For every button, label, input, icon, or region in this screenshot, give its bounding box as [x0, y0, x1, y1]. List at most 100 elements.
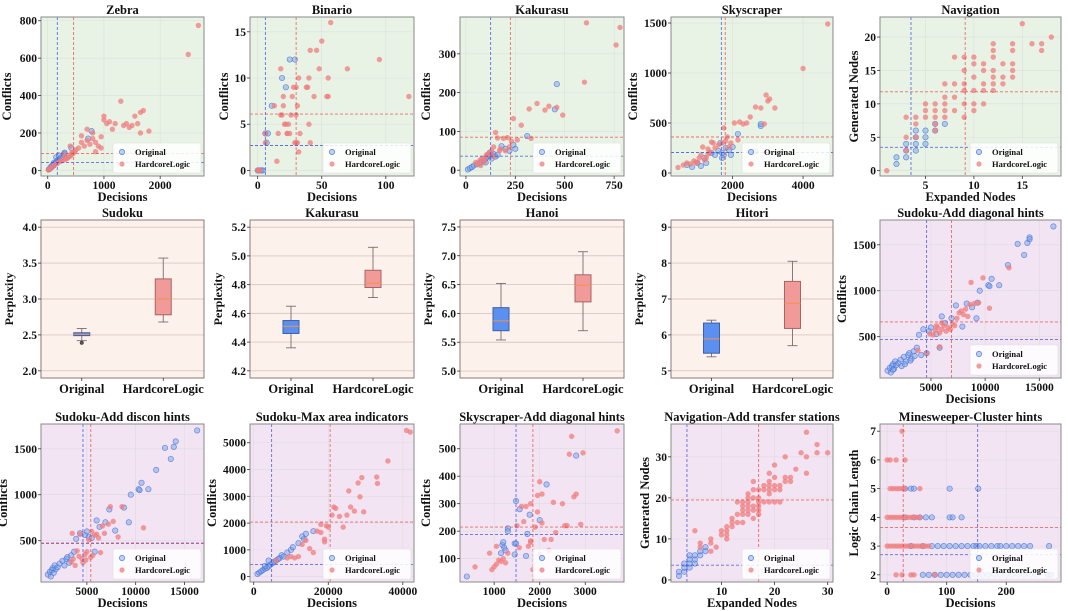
point-hardcorelogic — [903, 114, 909, 120]
point-hardcorelogic — [295, 75, 302, 81]
point-hardcorelogic — [86, 537, 92, 543]
x-tick-label: 0 — [251, 586, 257, 598]
point-hardcorelogic — [932, 114, 938, 120]
point-hardcorelogic — [729, 519, 735, 526]
point-hardcorelogic — [521, 518, 527, 525]
panel-binario: Binario 0 50 100 0 5 10 15 Decisions Conflicts Ori… — [217, 3, 415, 204]
legend: Original HardcoreLogic — [322, 548, 412, 580]
point-hardcorelogic — [278, 66, 284, 72]
point-hardcorelogic — [541, 536, 547, 543]
legend-box — [969, 344, 1059, 376]
legend-label-original: Original — [135, 553, 166, 563]
point-original — [949, 571, 956, 578]
plot-frame — [879, 423, 1062, 583]
y-tick-label: 1500 — [644, 18, 667, 30]
point-hardcorelogic — [542, 107, 548, 113]
panel-skyscraper: Skyscraper 2000 4000 0 500 1000 1500 Decisions C… — [626, 3, 834, 204]
point-hardcorelogic — [146, 128, 152, 134]
point-hardcorelogic — [78, 133, 85, 139]
point-original — [988, 543, 995, 550]
point-hardcorelogic — [968, 279, 974, 286]
x-tick-label: Original — [59, 382, 105, 396]
x-axis-label: Decisions — [517, 190, 567, 204]
point-hardcorelogic — [1009, 61, 1016, 67]
legend-label-original: Original — [992, 553, 1023, 563]
point-hardcorelogic — [97, 549, 104, 556]
point-hardcorelogic — [406, 93, 412, 100]
point-original — [112, 527, 119, 534]
point-hardcorelogic — [782, 474, 788, 481]
point-hardcorelogic — [893, 457, 899, 463]
point-original — [686, 552, 693, 559]
point-hardcorelogic — [613, 42, 619, 48]
point-original — [83, 528, 90, 535]
point-hardcorelogic — [614, 428, 620, 434]
legend: Original HardcoreLogic — [741, 142, 831, 174]
legend-label-original: Original — [992, 349, 1023, 359]
point-original — [925, 571, 932, 578]
y-tick-label: 1000 — [14, 490, 37, 502]
point-hardcorelogic — [351, 508, 358, 514]
box-iqr — [154, 278, 172, 316]
point-hardcorelogic — [971, 74, 977, 80]
point-original — [898, 363, 905, 370]
point-hardcorelogic — [539, 491, 545, 497]
point-hardcorelogic — [325, 93, 331, 100]
point-hardcorelogic — [472, 564, 478, 570]
point-hardcorelogic — [67, 143, 73, 149]
point-original — [958, 543, 965, 550]
point-hardcorelogic — [313, 47, 320, 53]
point-hardcorelogic — [534, 100, 540, 107]
point-original — [734, 130, 741, 138]
point-hardcorelogic — [675, 164, 681, 171]
point-hardcorelogic — [98, 134, 104, 140]
point-original — [702, 544, 709, 551]
point-original — [282, 84, 289, 91]
point-hardcorelogic — [101, 530, 108, 537]
x-axis-label: Decisions — [98, 596, 148, 610]
y-tick-label: 500 — [439, 444, 457, 456]
point-original — [912, 140, 919, 147]
y-tick-label: 200 — [439, 88, 457, 100]
chart-title: Navigation — [941, 3, 999, 17]
point-hardcorelogic — [534, 509, 541, 515]
y-tick-label: 5 — [870, 484, 876, 496]
point-hardcorelogic — [287, 130, 293, 137]
point-hardcorelogic — [310, 549, 317, 556]
y-tick-label: 7 — [870, 426, 876, 438]
point-original — [903, 154, 910, 161]
chart-title: Kakurasu — [305, 206, 359, 220]
x-axis-label: Expanded Nodes — [707, 596, 797, 610]
point-hardcorelogic — [359, 474, 365, 481]
point-original — [910, 485, 917, 492]
point-hardcorelogic — [803, 470, 810, 476]
point-original — [893, 160, 900, 168]
legend: Original HardcoreLogic — [969, 344, 1059, 376]
point-hardcorelogic — [960, 311, 967, 318]
point-original — [194, 427, 201, 434]
point-original — [982, 543, 989, 550]
point-hardcorelogic — [374, 480, 381, 487]
point-original — [278, 74, 286, 82]
point-hardcorelogic — [750, 495, 757, 501]
point-hardcorelogic — [761, 482, 767, 489]
x-tick-label: 15000 — [170, 586, 199, 598]
point-hardcorelogic — [325, 75, 331, 81]
y-tick-label: 5 — [240, 119, 246, 131]
legend-marker-original — [539, 555, 545, 561]
point-hardcorelogic — [750, 486, 757, 493]
point-original — [145, 486, 152, 493]
plot-frame — [249, 16, 415, 177]
legend-label-hardcorelogic: HardcoreLogic — [764, 565, 819, 575]
legend-marker-original — [976, 351, 982, 357]
legend-marker-original — [119, 149, 125, 155]
point-hardcorelogic — [316, 66, 322, 72]
x-tick-label: 15000 — [1025, 382, 1054, 394]
point-hardcorelogic — [95, 535, 102, 541]
y-tick-label: 3000 — [223, 491, 246, 503]
point-original — [153, 466, 160, 473]
x-axis-label: Decisions — [517, 596, 567, 610]
point-hardcorelogic — [922, 101, 929, 107]
point-hardcorelogic — [814, 441, 820, 448]
point-hardcorelogic — [930, 332, 936, 338]
